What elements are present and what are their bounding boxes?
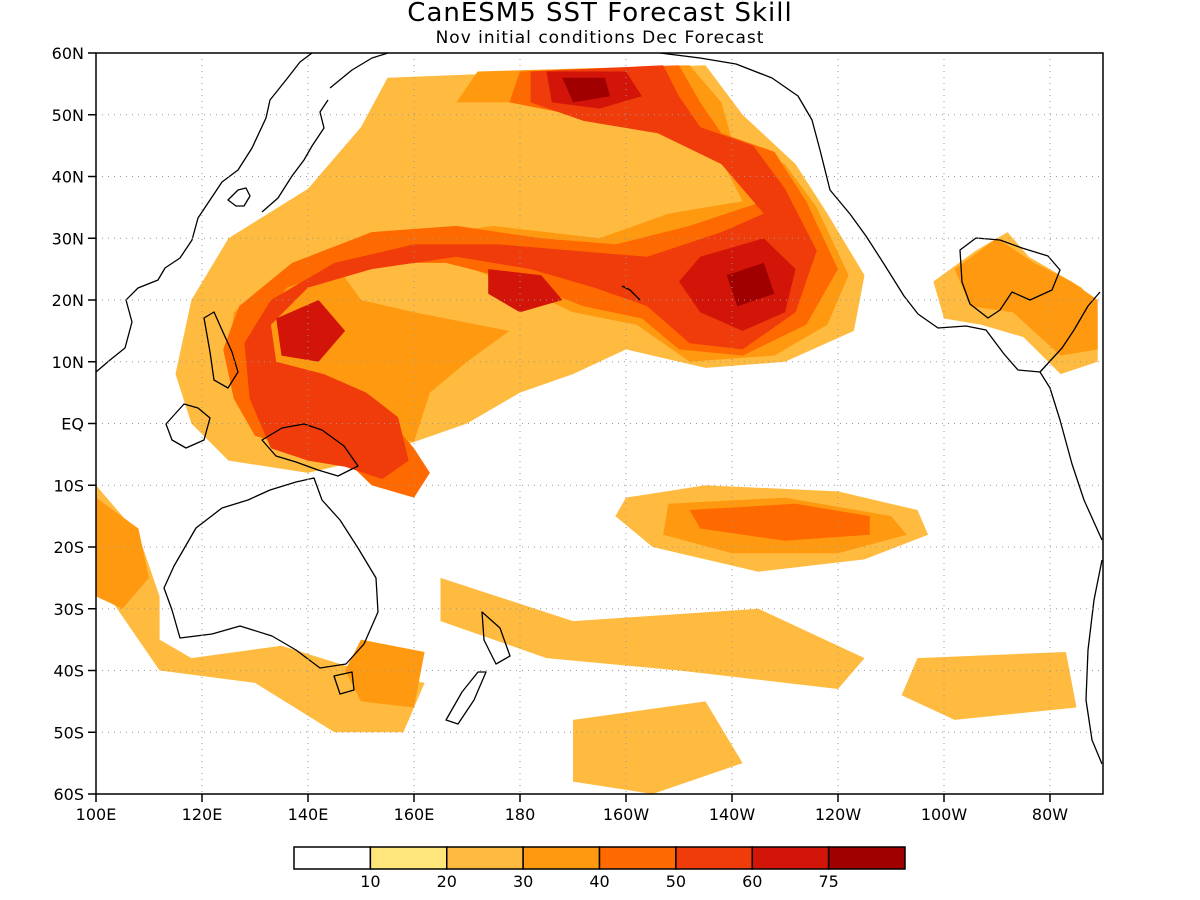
longitude-labels: 100E 120E 140E 160E 180 160W 140W 120W 100W 80W [76,805,1069,824]
coastline-chile [1085,559,1103,765]
skill-region-60 [488,269,563,313]
colorbar-swatch [369,846,448,870]
skill-region-20 [440,577,865,689]
lat-label: 30N [52,229,84,248]
coastline-south-america [1039,371,1103,541]
map-title: CanESM5 SST Forecast Skill [407,0,793,28]
colorbar-label: 30 [513,872,533,891]
lat-label: EQ [61,415,84,434]
coastlines [96,53,1103,765]
colorbar-swatch [827,846,906,870]
skill-region-30 [345,639,425,708]
skill-region-20 [901,652,1077,720]
lon-label: 100W [921,805,968,824]
lat-label: 20S [53,538,84,557]
lon-label: 140E [288,805,329,824]
latitude-labels: 60N 50N 40N 30N 20N 10N EQ 10S 20S 30S 40S 50S 60S [52,44,84,804]
lat-label: 50N [52,106,84,125]
lat-label: 10N [52,353,84,372]
skill-shading [96,65,1098,794]
lon-label: 180 [505,805,536,824]
lon-label: 80W [1032,805,1068,824]
colorbar-label: 40 [589,872,609,891]
skill-region-40 [689,503,870,541]
colorbar-swatch [598,846,677,870]
colorbar-label: 75 [818,872,838,891]
coastline-australia [163,477,379,669]
colorbar-label: 10 [360,872,380,891]
coastline-asia [96,53,313,373]
skill-region-75 [562,77,611,103]
lat-label: 10S [53,476,84,495]
coastline-north-america [659,53,1101,373]
coastline-kamchatka [329,53,389,89]
colorbar-label: 50 [666,872,686,891]
skill-region-75 [726,262,775,307]
skill-region-20 [573,701,743,794]
lat-label: 50S [53,723,84,742]
skill-region-60 [276,300,346,362]
coastline-tasmania [333,671,355,695]
lat-label: 60S [53,785,84,804]
skill-region-30 [954,238,1098,356]
coastline-new-guinea [261,423,359,477]
lon-label: 120E [182,805,223,824]
lon-label: 140W [709,805,756,824]
lat-label: 60N [52,44,84,63]
colorbar-swatch [675,846,753,870]
lon-label: 160E [394,805,435,824]
lat-label: 40S [53,662,84,681]
lat-label: 40N [52,168,84,187]
map-subtitle: Nov initial conditions Dec Forecast [435,28,765,48]
colorbar: 10 20 30 40 50 60 75 [293,846,906,891]
lon-label: 100E [76,805,117,824]
colorbar-swatch [751,846,830,870]
coastline-korea-japan [227,99,329,213]
colorbar-label: 60 [742,872,762,891]
lon-label: 120W [815,805,862,824]
colorbar-label: 20 [437,872,457,891]
axis-ticks [88,52,1051,802]
colorbar-swatch [293,846,372,870]
coastline-philippines [203,311,239,389]
coastline-gulf-of-mexico [959,237,1061,319]
skill-region-30 [96,497,149,609]
lat-label: 30S [53,600,84,619]
colorbar-swatch [446,846,524,870]
lon-label: 160W [603,805,650,824]
lat-label: 20N [52,291,84,310]
coastline-new-zealand [445,611,511,725]
coastline-borneo [165,403,211,449]
colorbar-swatch [522,846,601,870]
